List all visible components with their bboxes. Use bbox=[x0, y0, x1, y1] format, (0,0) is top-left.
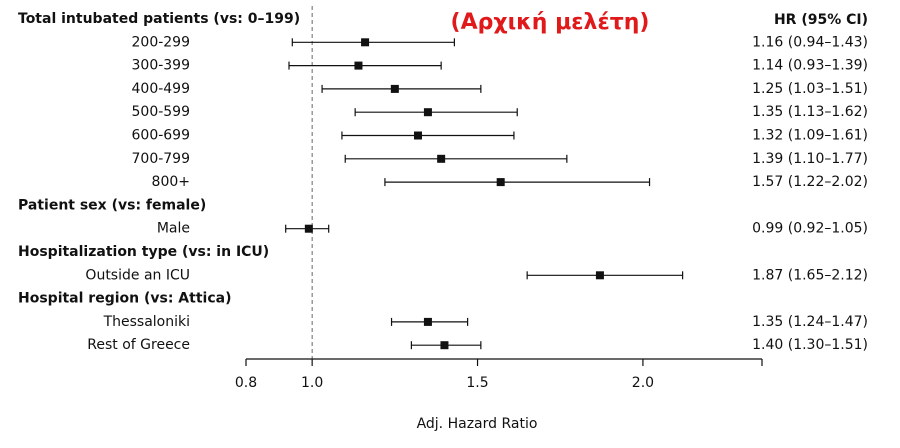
hr-ci-text: 0.99 (0.92–1.05) bbox=[752, 221, 868, 237]
group-header: Hospital region (vs: Attica) bbox=[18, 291, 231, 307]
hr-point bbox=[304, 224, 313, 233]
hr-ci-text: 1.39 (1.10–1.77) bbox=[752, 151, 868, 167]
row-label: 700-799 bbox=[132, 151, 191, 167]
row-label: Male bbox=[157, 221, 190, 237]
group-header: Patient sex (vs: female) bbox=[18, 197, 206, 213]
hr-point bbox=[437, 154, 446, 163]
hr-point bbox=[390, 84, 399, 93]
hr-ci-text: 1.87 (1.65–2.12) bbox=[752, 267, 868, 283]
row-label: Rest of Greece bbox=[87, 337, 190, 353]
hr-ci-text: 1.14 (0.93–1.39) bbox=[752, 58, 868, 74]
hr-ci-text: 1.32 (1.09–1.61) bbox=[752, 128, 868, 144]
hr-point bbox=[496, 178, 505, 187]
row-label: 400-499 bbox=[132, 81, 191, 97]
overlay-title: (Αρχική μελέτη) bbox=[451, 10, 650, 35]
hr-point bbox=[423, 317, 432, 326]
hr-point bbox=[414, 131, 422, 140]
hr-point bbox=[440, 341, 449, 350]
group-header: Total intubated patients (vs: 0–199) bbox=[18, 11, 300, 27]
group-header: Hospitalization type (vs: in ICU) bbox=[18, 244, 269, 260]
hr-point bbox=[354, 61, 363, 70]
hr-point bbox=[423, 108, 432, 117]
x-tick-label: 1.0 bbox=[301, 375, 323, 391]
hr-ci-text: 1.57 (1.22–2.02) bbox=[752, 174, 868, 190]
hr-ci-text: 1.25 (1.03–1.51) bbox=[752, 81, 868, 97]
hr-ci-text: 1.16 (0.94–1.43) bbox=[752, 34, 868, 50]
x-tick-label: 2.0 bbox=[632, 375, 654, 391]
ci-column-header: HR (95% CI) bbox=[774, 12, 868, 28]
x-tick-label: 1.5 bbox=[466, 375, 488, 391]
x-axis: 0.8 1.0 1.5 2.0 bbox=[235, 358, 763, 391]
x-tick-label: 0.8 bbox=[235, 375, 257, 391]
hr-point bbox=[595, 271, 604, 280]
row-label: 300-399 bbox=[132, 58, 191, 74]
row-label: Outside an ICU bbox=[85, 267, 190, 283]
x-axis-label: Adj. Hazard Ratio bbox=[417, 416, 538, 432]
row-label: 200-299 bbox=[132, 34, 191, 50]
hr-ci-text: 1.35 (1.13–1.62) bbox=[752, 104, 868, 120]
row-label: Thessaloniki bbox=[103, 314, 190, 330]
hr-ci-text: 1.40 (1.30–1.51) bbox=[752, 337, 868, 353]
hr-point bbox=[361, 38, 370, 47]
row-label: 800+ bbox=[152, 174, 190, 190]
hr-ci-text: 1.35 (1.24–1.47) bbox=[752, 314, 868, 330]
forest-rows: Total intubated patients (vs: 0–199) 200-… bbox=[18, 11, 868, 353]
row-label: 500-599 bbox=[132, 104, 191, 120]
row-label: 600-699 bbox=[132, 128, 191, 144]
